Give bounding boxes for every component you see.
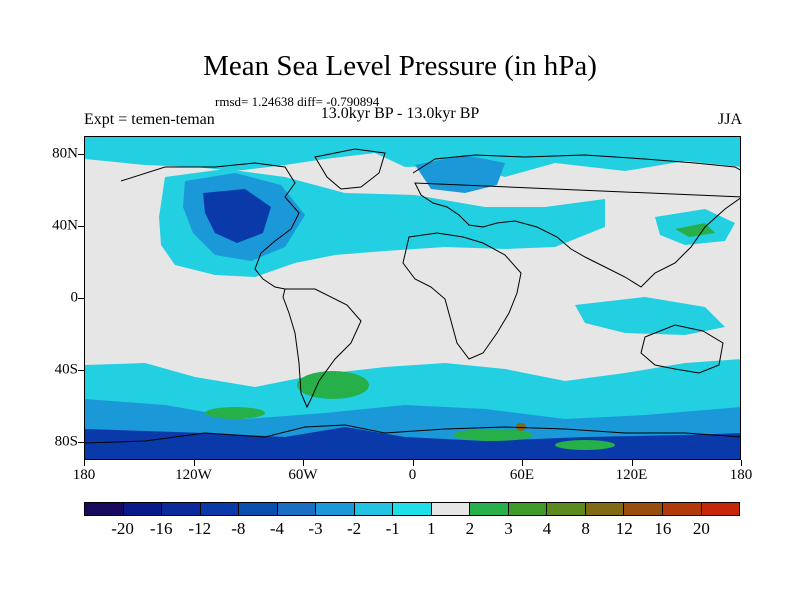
colorbar-label: -3: [308, 519, 323, 538]
colorbar-segment: [316, 503, 355, 515]
lon-label: 60E: [509, 467, 535, 483]
colorbar-segment: [431, 503, 471, 515]
lon-label: 60W: [288, 467, 318, 483]
colorbar-segment: [470, 503, 509, 515]
continent-outlines: [85, 148, 740, 444]
lon-tick: [522, 460, 523, 466]
colorbar-segment: [85, 503, 124, 515]
lat-label: 80N: [52, 145, 78, 162]
colorbar-label: -20: [111, 519, 134, 538]
antarctica-outline: [85, 424, 740, 444]
colorbar-segment: [547, 503, 586, 515]
lat-label: 0: [70, 289, 79, 306]
eurasia-outline: [412, 154, 740, 288]
south-pacific-green: [297, 371, 369, 399]
lon-tick: [412, 460, 414, 466]
lat-label: 80S: [54, 433, 78, 450]
lon-tick: [631, 460, 633, 466]
colorbar-segment: [200, 503, 240, 515]
southern-green-patch-3: [555, 440, 615, 450]
lon-label: 120W: [175, 467, 212, 483]
colorbar-segment: [585, 503, 625, 515]
anomaly-fields: [85, 137, 740, 459]
southern-green-patch-1: [205, 407, 265, 419]
lat-tick: [78, 154, 84, 155]
colorbar-segment: [277, 503, 317, 515]
colorbar-label: 1: [427, 519, 436, 538]
lon-tick: [741, 460, 742, 466]
colorbar-label: 12: [615, 519, 633, 538]
colorbar-label: 3: [504, 519, 513, 538]
colorbar-segment: [354, 503, 394, 515]
colorbar-label: -8: [231, 519, 246, 538]
africa-outline: [402, 232, 522, 360]
antarctic-dark-blue: [85, 427, 740, 459]
experiment-label: Expt = temen-teman: [84, 111, 215, 128]
rmsd-diff-stats: rmsd= 1.24638 diff= -0.790894: [215, 94, 380, 109]
north-america-outline: [120, 162, 300, 290]
colorbar-label: -16: [149, 519, 173, 538]
colorbar-label: -4: [269, 519, 285, 538]
colorbar-label: 20: [692, 519, 710, 538]
colorbar-segment: [393, 503, 432, 515]
colorbar-label: 16: [654, 519, 672, 538]
lat-tick: [78, 442, 84, 443]
lat-tick: [78, 298, 84, 299]
map-panel: [84, 136, 741, 460]
colorbar-label: -2: [347, 519, 362, 538]
lon-tick: [303, 460, 304, 466]
lon-tick: [84, 460, 85, 466]
colorbar-label: -12: [188, 519, 212, 538]
plot-title: Mean Sea Level Pressure (in hPa): [203, 50, 597, 82]
pressure-map: [85, 137, 740, 459]
season-label: JJA: [717, 111, 742, 128]
south-america-outline: [282, 288, 362, 409]
southern-green-patch-2: [453, 429, 533, 441]
colorbar-label: 2: [465, 519, 475, 538]
indian-ocean-anomaly: [575, 297, 725, 335]
plot-subtitle: 13.0kyr BP - 13.0kyr BP: [320, 105, 480, 122]
lat-label: 40S: [54, 361, 78, 378]
north-america-core: [203, 189, 271, 243]
colorbar-segment: [239, 503, 278, 515]
colorbar: [84, 502, 740, 516]
lon-label: 0: [408, 467, 417, 483]
colorbar-label: 8: [581, 519, 590, 538]
lon-tick: [193, 460, 195, 466]
colorbar-segment: [701, 503, 740, 515]
lon-label: 180: [729, 467, 753, 483]
arctic-anomaly: [85, 137, 740, 177]
lat-tick: [78, 226, 84, 227]
southern-brown-patch: [516, 423, 526, 431]
lat-tick: [78, 370, 84, 371]
colorbar-segment: [624, 503, 663, 515]
greenland-outline: [314, 148, 386, 190]
lon-label: 180: [72, 467, 96, 483]
colorbar-segment: [123, 503, 163, 515]
colorbar-label: -1: [385, 519, 400, 538]
lon-label: 120E: [615, 467, 648, 483]
colorbar-label: 4: [542, 519, 552, 538]
colorbar-segment: [662, 503, 702, 515]
colorbar-segment: [162, 503, 201, 515]
colorbar-segment: [508, 503, 548, 515]
australia-outline: [640, 324, 724, 374]
lat-label: 40N: [52, 217, 78, 234]
